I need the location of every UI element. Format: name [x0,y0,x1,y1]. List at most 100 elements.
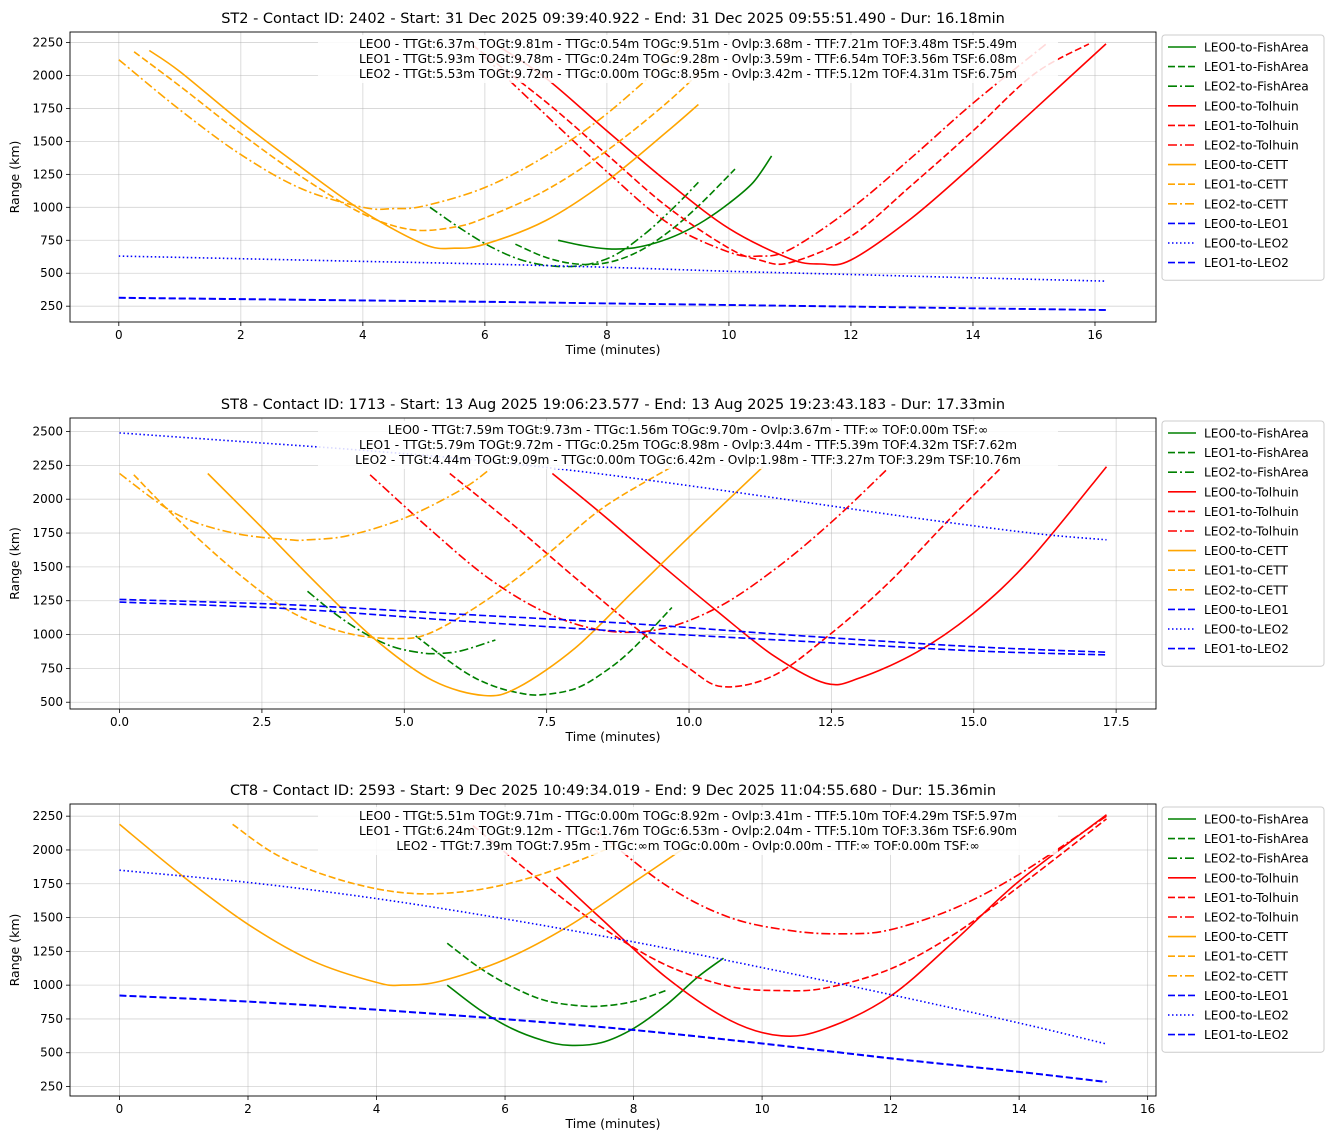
x-axis-label: Time (minutes) [565,729,661,744]
x-tick-label: 2 [244,1102,252,1116]
y-tick-label: 1500 [32,560,63,574]
series-line-leo0-to-fisharea [446,957,724,1047]
y-tick-label: 1500 [32,911,63,925]
grid-lines [70,804,1156,1096]
legend-frame [1161,420,1325,667]
y-tick-label: 250 [40,299,63,313]
legend-entry-label: LEO0-to-CETT [1204,544,1289,558]
legend-entry-label: LEO1-to-LEO2 [1204,1028,1289,1042]
y-tick-label: 2000 [32,69,63,83]
x-tick-label: 4 [373,1102,381,1116]
legend-entry-label: LEO2-to-FishArea [1204,852,1309,866]
y-tick-label: 2500 [32,425,63,439]
y-tick-label: 500 [40,695,63,709]
series-line-leo2-to-tolhuin [369,467,889,634]
annotation-line: LEO1 - TTGt:5.93m TOGt:9.78m - TTGc:0.24… [359,52,1017,66]
x-tick-label: 16 [1087,328,1102,342]
legend-entry-label: LEO1-to-Tolhuin [1204,505,1299,519]
legend-frame [1161,34,1325,281]
y-tick-label: 750 [40,233,63,247]
x-tick-label: 14 [965,328,980,342]
legend-entry-label: LEO1-to-LEO2 [1204,642,1289,656]
legend-entry-label: LEO2-to-FishArea [1204,466,1309,480]
legend-entry-label: LEO0-to-LEO1 [1204,989,1289,1003]
x-tick-label: 0.0 [110,715,129,729]
plot-frame [69,803,1157,1097]
legend-entry-label: LEO0-to-Tolhuin [1204,871,1299,885]
annotation-line: LEO2 - TTGt:5.53m TOGt:9.72m - TTGc:0.00… [359,67,1017,81]
chart-panel-3: CT8 - Contact ID: 2593 - Start: 9 Dec 20… [7,783,1325,1131]
legend-entry-label: LEO0-to-CETT [1204,158,1289,172]
legend-entry-label: LEO0-to-LEO1 [1204,603,1289,617]
series-line-leo0-to-cett [207,466,764,697]
series-line-leo0-to-tolhuin [555,814,1107,1037]
legend-entry-label: LEO0-to-LEO2 [1204,623,1289,637]
y-tick-label: 500 [40,1046,63,1060]
series-line-leo1-to-tolhuin [472,818,1107,992]
legend: LEO0-to-FishArea LEO1-to-FishArea LEO2-to-… [1161,34,1325,281]
x-tick-label: 10 [721,328,736,342]
legend-entry-label: LEO2-to-CETT [1204,969,1289,983]
legend-entry-label: LEO0-to-LEO1 [1204,217,1289,231]
annotation-line: LEO2 - TTGt:7.39m TOGt:7.95m - TTGc:∞m T… [396,839,979,853]
legend-entry-label: LEO1-to-CETT [1204,950,1289,964]
legend-entry-label: LEO1-to-Tolhuin [1204,891,1299,905]
chart-title: ST8 - Contact ID: 1713 - Start: 13 Aug 2… [221,397,1005,413]
series-line-leo1-to-cett [133,466,673,640]
x-axis-label: Time (minutes) [565,342,661,357]
legend-entry-label: LEO1-to-FishArea [1204,446,1309,460]
series-line-leo1-to-fisharea [415,606,673,696]
legend-entry-label: LEO0-to-Tolhuin [1204,99,1299,113]
series-lines [118,814,1107,1083]
x-tick-label: 14 [1011,1102,1026,1116]
series-line-leo2-to-tolhuin [594,815,1107,935]
legend-entry-label: LEO1-to-FishArea [1204,832,1309,846]
series-line-leo1-to-fisharea [515,168,736,266]
series-lines [119,432,1108,697]
y-tick-label: 1250 [32,944,63,958]
legend-entry-label: LEO0-to-FishArea [1204,41,1309,55]
annotation-background [318,807,1058,855]
x-tick-label: 17.5 [1103,715,1130,729]
legend: LEO0-to-FishArea LEO1-to-FishArea LEO2-to-… [1161,420,1325,667]
y-axis-label: Range (km) [7,527,22,600]
chart-panel-1: ST2 - Contact ID: 2402 - Start: 31 Dec 2… [7,11,1325,357]
annotation-line: LEO0 - TTGt:5.51m TOGt:9.71m - TTGc:0.00… [359,809,1017,823]
annotation-background [318,421,1058,469]
y-tick-label: 1500 [32,134,63,148]
series-line-leo2-to-fisharea [306,590,496,655]
x-tick-label: 6 [481,328,489,342]
series-line-leo2-to-cett [118,48,681,211]
y-tick-label: 750 [40,661,63,675]
annotation-box: LEO0 - TTGt:5.51m TOGt:9.71m - TTGc:0.00… [318,807,1058,855]
series-line-leo1-to-cett [232,823,634,895]
legend-entry-label: LEO0-to-FishArea [1204,813,1309,827]
x-tick-label: 7.5 [537,715,556,729]
legend-entry-label: LEO0-to-LEO2 [1204,1009,1289,1023]
annotation-line: LEO0 - TTGt:6.37m TOGt:9.81m - TTGc:0.54… [359,37,1017,51]
y-tick-label: 750 [40,1012,63,1026]
y-tick-label: 1750 [32,526,63,540]
legend-entry-label: LEO0-to-FishArea [1204,427,1309,441]
series-line-leo0-to-cett [148,49,699,250]
y-tick-label: 1000 [32,628,63,642]
x-tick-label: 12 [883,1102,898,1116]
y-tick-label: 2250 [32,809,63,823]
chart-title: CT8 - Contact ID: 2593 - Start: 9 Dec 20… [230,783,996,799]
legend-entry-label: LEO0-to-LEO2 [1204,237,1289,251]
x-tick-label: 15.0 [960,715,987,729]
series-line-leo0-to-leo2 [118,255,1107,282]
series-line-leo2-to-tolhuin [484,43,1047,258]
legend-entry-label: LEO2-to-CETT [1204,197,1289,211]
chart-panel-2: ST8 - Contact ID: 1713 - Start: 13 Aug 2… [7,397,1325,744]
x-tick-label: 12.5 [818,715,845,729]
chart-title: ST2 - Contact ID: 2402 - Start: 31 Dec 2… [221,11,1005,27]
series-line-leo1-to-tolhuin [449,466,1003,688]
x-tick-label: 4 [359,328,367,342]
annotation-box: LEO0 - TTGt:6.37m TOGt:9.81m - TTGc:0.54… [318,35,1058,83]
series-line-leo1-to-leo2 [119,994,1107,1083]
x-tick-label: 16 [1140,1102,1155,1116]
y-tick-label: 1250 [32,167,63,181]
